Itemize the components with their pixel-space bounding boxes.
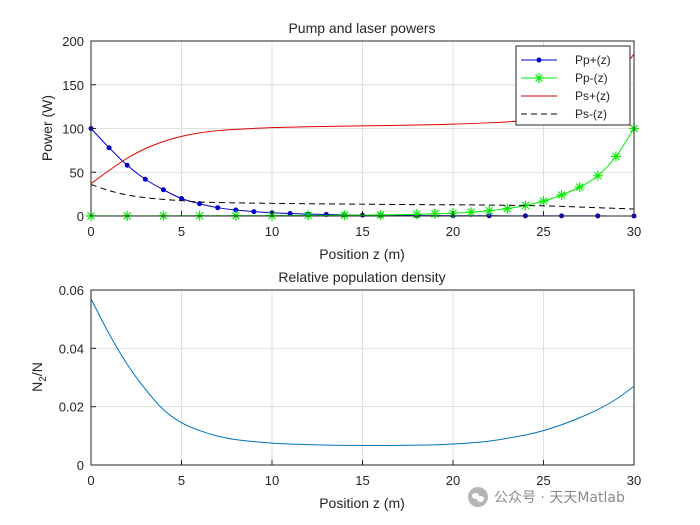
pp-minus-marker [339, 210, 350, 221]
pp-minus-marker [466, 207, 477, 218]
pp-minus-marker [484, 205, 495, 216]
legend-label-ps-minus: Ps-(z) [575, 107, 607, 121]
population-axes: 0 5 10 15 20 25 30 0 0.02 0.04 0.06 Relative popul… [29, 269, 641, 511]
pp-minus-marker [574, 182, 585, 193]
pp-plus-marker [160, 187, 166, 193]
population-x-tick-label: 25 [536, 473, 550, 488]
power-y-tick-label: 100 [62, 122, 84, 137]
pp-plus-marker [106, 145, 112, 151]
population-x-tick-label: 20 [446, 473, 460, 488]
power-x-tick-label: 15 [355, 224, 369, 239]
watermark-text: 公众号 · 天天Matlab [494, 490, 625, 506]
pp-minus-marker [556, 190, 567, 200]
pp-minus-marker [520, 200, 531, 211]
pp-plus-marker [287, 211, 293, 217]
legend-marker-pp-minus [534, 73, 544, 83]
population-x-tick-label: 15 [355, 473, 369, 488]
pp-plus-marker [251, 209, 257, 215]
power-x-tick-label: 0 [87, 224, 94, 239]
population-y-tick-label: 0.06 [59, 283, 84, 298]
power-tick-labels: 0 5 10 15 20 25 30 0 50 100 150 200 [62, 34, 641, 239]
power-y-axis-label: Power (W) [39, 95, 55, 161]
population-y-tick-label: 0 [77, 458, 84, 473]
power-x-tick-label: 10 [265, 224, 279, 239]
pp-minus-marker [502, 203, 513, 214]
pp-minus-marker [429, 208, 440, 219]
power-y-tick-label: 200 [62, 34, 84, 49]
population-density-line [90, 298, 635, 446]
pp-minus-marker [303, 210, 314, 221]
pp-plus-marker [142, 176, 148, 182]
population-x-tick-label: 10 [265, 473, 279, 488]
pp-minus-marker [375, 209, 386, 220]
wechat-icon [468, 487, 488, 507]
population-x-tick-label: 30 [627, 473, 641, 488]
legend-box [515, 45, 631, 126]
watermark: 公众号 · 天天Matlab [468, 486, 625, 508]
population-series [90, 298, 635, 446]
power-y-tick-label: 50 [70, 165, 84, 180]
power-x-axis-label: Position z (m) [319, 246, 405, 262]
legend-label-pp-plus: Pp+(z) [575, 53, 611, 67]
power-axes: 0 5 10 15 20 25 30 0 50 100 150 200 Pump and laser … [39, 20, 641, 262]
power-x-tick-label: 25 [536, 224, 550, 239]
ps-minus-line [90, 184, 635, 210]
legend-marker-pp-plus [536, 57, 542, 63]
pp-plus-marker [215, 205, 221, 211]
pp-minus-marker [538, 196, 549, 207]
power-chart-title: Pump and laser powers [288, 20, 435, 36]
power-y-tick-label: 0 [77, 209, 84, 224]
population-y-axis-label: N2/N [29, 362, 49, 392]
population-tick-labels: 0 5 10 15 20 25 30 0 0.02 0.04 0.06 [59, 283, 642, 488]
population-x-tick-label: 0 [87, 473, 94, 488]
legend-label-pp-minus: Pp-(z) [575, 71, 608, 85]
population-chart-title: Relative population density [278, 269, 445, 285]
power-x-tick-label: 30 [627, 224, 641, 239]
power-legend: Pp+(z) Pp-(z) Ps+(z) Ps-(z) [515, 45, 631, 126]
population-x-axis-label: Position z (m) [319, 495, 405, 511]
pp-plus-marker [124, 162, 130, 168]
population-x-tick-label: 5 [178, 473, 185, 488]
pp-plus-marker [179, 196, 184, 201]
pp-minus-marker [592, 170, 603, 181]
pp-minus-marker [411, 209, 422, 220]
population-y-tick-label: 0.04 [59, 341, 84, 356]
power-x-tick-label: 20 [446, 224, 460, 239]
pp-minus-marker [610, 151, 621, 162]
power-y-tick-label: 150 [62, 78, 84, 93]
legend-label-ps-plus: Ps+(z) [575, 89, 610, 103]
population-y-tick-label: 0.02 [59, 400, 84, 415]
power-x-tick-label: 5 [178, 224, 185, 239]
